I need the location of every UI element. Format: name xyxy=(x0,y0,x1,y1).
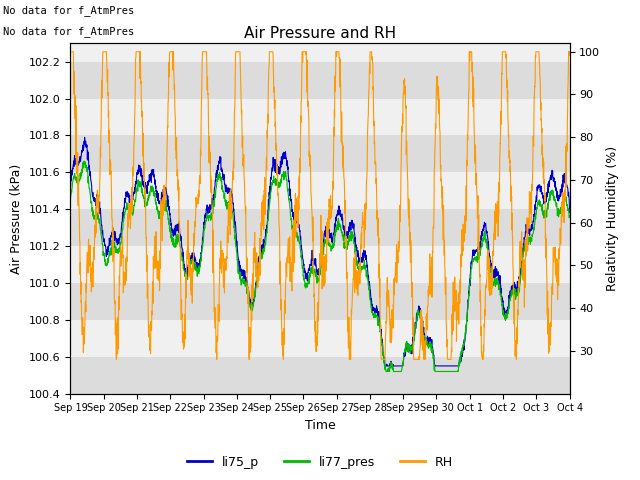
Bar xyxy=(70,61,570,98)
X-axis label: Time: Time xyxy=(305,419,335,432)
Bar xyxy=(70,98,570,135)
Bar xyxy=(70,209,570,246)
Bar xyxy=(70,172,570,209)
Title: Air Pressure and RH: Air Pressure and RH xyxy=(244,25,396,41)
Bar xyxy=(70,283,570,320)
Y-axis label: Air Pressure (kPa): Air Pressure (kPa) xyxy=(10,163,23,274)
Text: No data for f_AtmPres: No data for f_AtmPres xyxy=(3,26,134,37)
Text: No data for f_AtmPres: No data for f_AtmPres xyxy=(3,5,134,16)
Bar xyxy=(70,246,570,283)
Legend: li75_p, li77_pres, RH: li75_p, li77_pres, RH xyxy=(182,451,458,474)
Bar xyxy=(70,135,570,172)
Y-axis label: Relativity Humidity (%): Relativity Humidity (%) xyxy=(606,146,619,291)
Bar xyxy=(70,320,570,357)
Bar xyxy=(70,357,570,394)
